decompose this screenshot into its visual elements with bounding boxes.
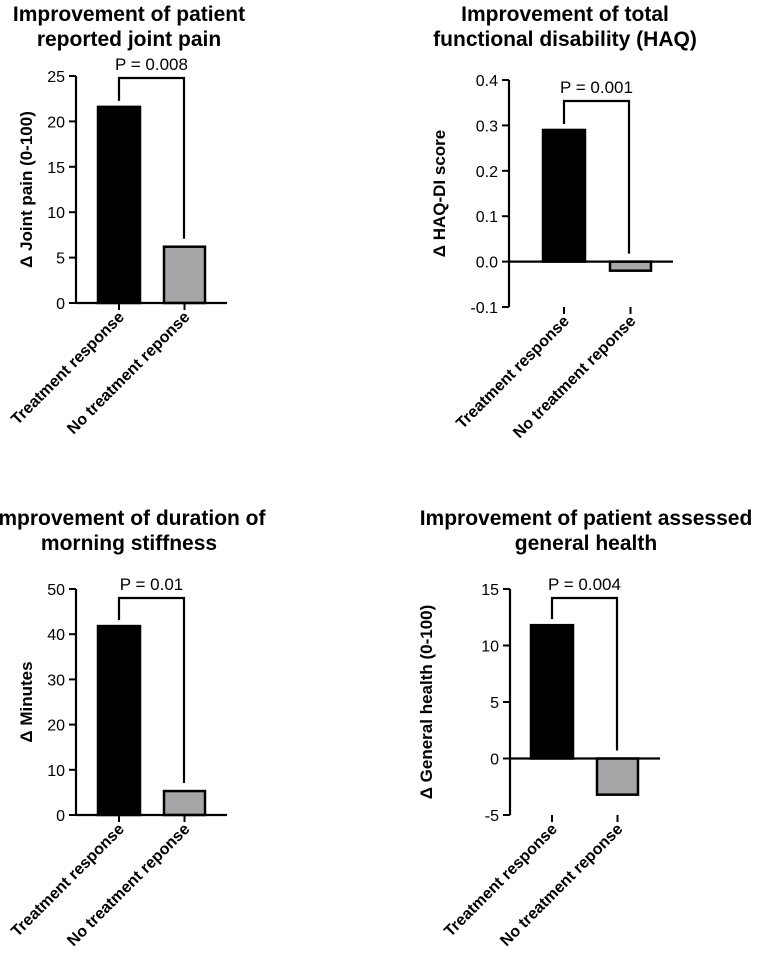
chart-title: Improvement of total functional disabili… [433,2,697,52]
y-tick-label: 40 [47,627,65,644]
chart-title-line: Improvement of total [461,3,669,26]
p-value-label: P = 0.001 [560,78,633,97]
chart-title: Improvement of duration of morning stiff… [0,506,266,556]
y-tick-label: 0 [490,752,499,769]
y-tick-label: 5 [56,251,65,268]
y-axis-title: Δ Minutes [17,661,36,742]
y-axis-title: Δ General health (0-100) [417,605,436,800]
bar-treatment-response [529,623,575,760]
y-tick-label: 15 [47,160,65,177]
chart-title-line: functional disability (HAQ) [433,28,697,51]
y-tick-label: 10 [47,205,65,222]
p-value-label: P = 0.008 [115,55,188,74]
chart-title-line: Improvement of patient [12,3,246,26]
y-tick-label: 20 [47,718,65,735]
y-tick-label: 50 [47,582,65,599]
y-tick-label: 5 [490,695,499,712]
y-tick-label: 20 [47,114,65,131]
chart-title-line: Improvement of patient assessed [419,507,753,530]
y-tick-label: 30 [47,672,65,689]
y-axis-title: Δ Joint pain (0-100) [17,111,36,268]
chart-title-line: general health [514,532,658,555]
y-tick-label: 25 [47,69,65,86]
category-label: Treatment response [441,821,561,941]
bar-no-treatment-response [595,757,640,796]
chart-title: Improvement of patient reported joint pa… [13,2,245,52]
significance-bracket [117,596,186,784]
category-label: No treatment reponse [497,821,626,950]
y-tick-label: 0.4 [476,73,498,90]
p-value-label: P = 0.004 [548,575,621,594]
y-tick-label: 0 [56,296,65,313]
y-tick-label: 0.0 [476,255,498,272]
significance-bracket [117,76,186,239]
y-tick-label: -5 [485,808,499,825]
chart-title-line: Improvement of duration of [0,507,266,530]
y-tick-label: 10 [47,763,65,780]
y-tick-label: 0.2 [476,164,498,181]
chart-title-line: reported joint pain [36,28,222,51]
significance-bracket [562,99,631,254]
y-axis-title: Δ HAQ-DI score [430,130,449,257]
y-tick-label: 0.1 [476,209,498,226]
significance-bracket [550,596,619,751]
bar-treatment-response [96,624,142,817]
chart-title: Improvement of patient assessed general … [420,506,753,556]
y-tick-label: 0 [56,808,65,825]
y-tick-label: 10 [481,639,499,656]
y-tick-label: -0.1 [470,300,498,317]
y-tick-label: 0.3 [476,118,498,135]
chart-title-line: morning stiffness [40,532,218,555]
y-tick-label: 15 [481,582,499,599]
p-value-label: P = 0.01 [120,575,184,594]
